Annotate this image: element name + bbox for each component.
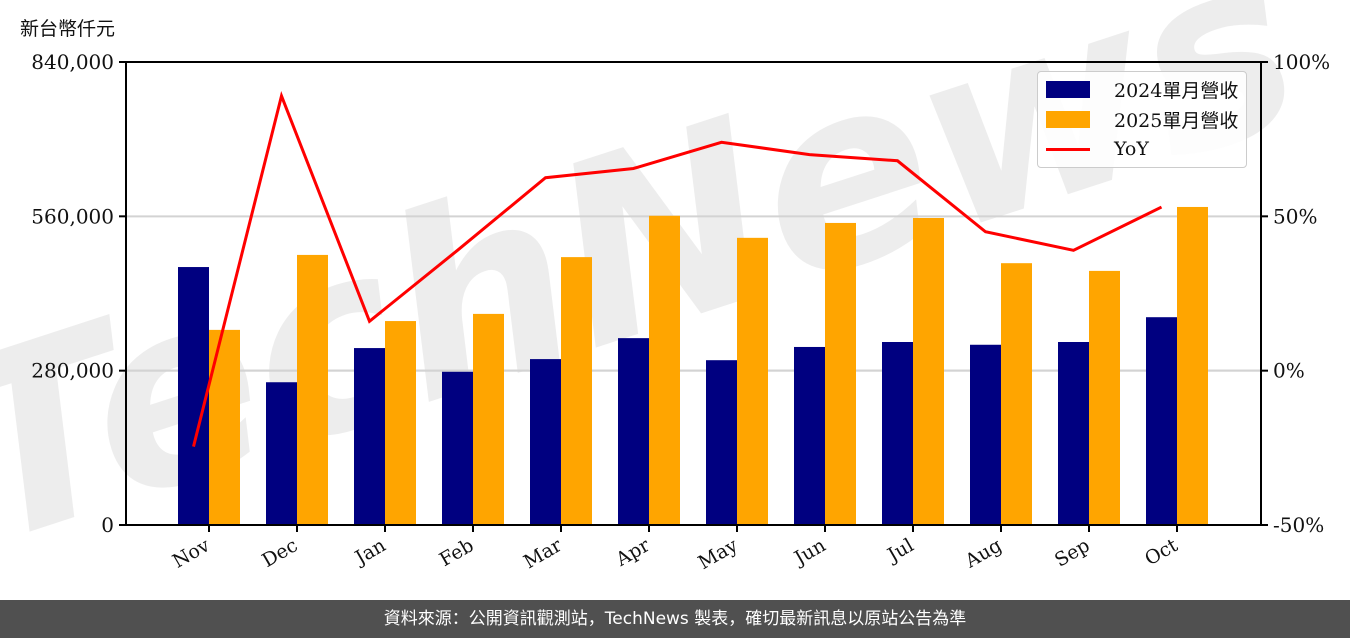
bar-2024	[178, 267, 209, 525]
legend-label-2025: 2025單月營收	[1114, 109, 1239, 132]
chart-legend: 2024單月營收 2025單月營收 YoY	[1037, 71, 1247, 168]
legend-swatch-2024	[1046, 80, 1090, 98]
x-tick-label: Dec	[258, 534, 301, 572]
y-axis-unit-label: 新台幣仟元	[20, 18, 116, 40]
plot-frame	[125, 61, 1262, 526]
bar-2025	[561, 257, 592, 525]
yoy-line	[192, 91, 1163, 447]
bar-2024	[1146, 317, 1177, 525]
bar-2024	[530, 359, 561, 525]
bar-2024	[970, 344, 1001, 525]
bar-2024	[442, 371, 473, 525]
bar-2025	[825, 222, 856, 525]
source-footer: 資料來源：公開資訊觀測站，TechNews 製表，確切最新訊息以原站公告為準	[0, 600, 1350, 638]
legend-label-yoy: YoY	[1114, 138, 1149, 160]
right-tick-label: -50%	[1273, 513, 1324, 537]
bar-2024	[794, 346, 825, 525]
bar-2024	[882, 342, 913, 525]
left-tick-label: 560,000	[31, 204, 114, 228]
left-tick-label: 0	[101, 513, 114, 537]
x-tick-label: Feb	[436, 534, 478, 571]
legend-item-2024: 2024單月營收	[1046, 78, 1239, 102]
bar-2024	[354, 348, 385, 525]
x-tick-label: Jun	[789, 534, 830, 570]
right-tick-label: 0%	[1273, 359, 1305, 383]
x-tick-label: Sep	[1051, 534, 1094, 571]
bar-2025	[649, 215, 680, 525]
bar-2025	[297, 254, 328, 525]
x-tick-label: May	[695, 534, 742, 574]
right-tick-label: 50%	[1273, 204, 1317, 228]
bar-2025	[473, 313, 504, 525]
x-tick-label: Oct	[1141, 534, 1182, 570]
bar-2025	[913, 217, 944, 525]
legend-item-2025: 2025單月營收	[1046, 108, 1239, 132]
bar-2024	[1058, 342, 1089, 525]
bar-2025	[209, 329, 240, 525]
bar-2025	[737, 237, 768, 525]
bar-2025	[385, 321, 416, 525]
left-tick-label: 280,000	[31, 359, 114, 383]
x-tick-label: Mar	[520, 534, 566, 573]
x-tick-label: Jul	[882, 534, 917, 567]
legend-swatch-2025	[1046, 110, 1090, 128]
right-tick-label: 100%	[1273, 50, 1330, 74]
legend-label-2024: 2024單月營收	[1114, 79, 1239, 102]
bar-2024	[706, 360, 737, 525]
x-tick-label: Aug	[961, 534, 1006, 573]
bar-2025	[1177, 206, 1208, 526]
bar-2025	[1089, 270, 1120, 525]
bar-2024	[618, 338, 649, 525]
left-tick-label: 840,000	[31, 50, 114, 74]
legend-item-yoy: YoY	[1046, 138, 1149, 160]
x-tick-label: Jan	[350, 534, 390, 570]
bar-2024	[266, 382, 297, 525]
legend-line-yoy	[1046, 147, 1090, 151]
x-tick-label: Apr	[611, 534, 654, 571]
bar-2025	[1001, 263, 1032, 525]
